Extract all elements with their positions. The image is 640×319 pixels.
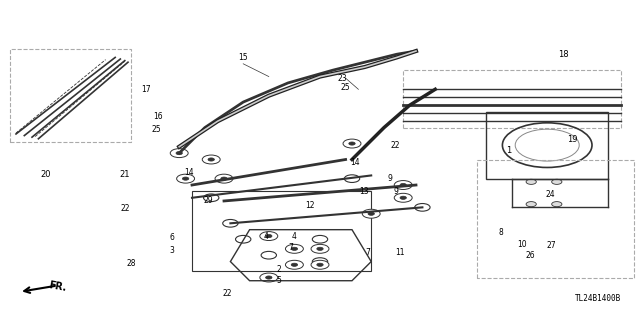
Text: 9: 9 [393,187,398,196]
Circle shape [182,177,189,180]
Circle shape [260,232,278,241]
Text: 21: 21 [120,170,130,179]
Text: 2: 2 [276,265,281,274]
Text: 24: 24 [545,190,556,199]
Circle shape [202,155,220,164]
Circle shape [170,149,188,158]
Text: 10: 10 [516,240,527,249]
Circle shape [177,174,195,183]
Circle shape [317,263,323,266]
Text: 8: 8 [498,228,503,237]
Circle shape [362,209,380,218]
Text: 4: 4 [292,232,297,241]
Text: 11: 11 [396,248,404,256]
Circle shape [394,193,412,202]
Text: 22: 22 [391,141,400,150]
Text: 14: 14 [184,168,194,177]
Circle shape [400,196,406,199]
Text: 20: 20 [41,170,51,179]
Text: 9: 9 [388,174,393,183]
Text: 25: 25 [340,83,351,92]
Circle shape [317,247,323,250]
Text: 18: 18 [558,50,568,59]
Text: 28: 28 [127,259,136,268]
Circle shape [349,142,355,145]
Text: 4: 4 [263,232,268,241]
Circle shape [260,273,278,282]
Circle shape [526,202,536,207]
Circle shape [368,212,374,215]
Text: 22: 22 [223,289,232,298]
Text: 19: 19 [568,135,578,144]
Circle shape [291,247,298,250]
Text: 7: 7 [365,248,371,256]
Text: 15: 15 [238,53,248,62]
Circle shape [394,181,412,189]
Text: 1: 1 [506,146,511,155]
Text: 26: 26 [525,251,535,260]
Text: 27: 27 [547,241,557,250]
Circle shape [311,244,329,253]
Circle shape [552,179,562,184]
Circle shape [285,244,303,253]
Circle shape [285,260,303,269]
Circle shape [552,202,562,207]
Text: 22: 22 [120,204,129,213]
Text: 14: 14 [350,158,360,167]
Text: 13: 13 [358,187,369,196]
Circle shape [215,174,233,183]
Text: TL24B1400B: TL24B1400B [575,294,621,303]
Circle shape [221,177,227,180]
Circle shape [526,179,536,184]
Circle shape [311,260,329,269]
Circle shape [208,158,214,161]
Text: 29: 29 [203,197,213,205]
Text: 3: 3 [169,246,174,255]
Circle shape [343,139,361,148]
Text: 25: 25 [152,125,162,134]
Circle shape [266,276,272,279]
Text: 16: 16 [153,112,163,121]
Circle shape [291,263,298,266]
Circle shape [266,234,272,238]
Text: 7: 7 [289,243,294,252]
Text: FR.: FR. [48,281,67,293]
Text: 5: 5 [276,276,281,285]
Text: 17: 17 [141,85,151,94]
Text: 6: 6 [169,233,174,242]
Text: 12: 12 [306,201,315,210]
Circle shape [400,183,406,187]
Circle shape [176,152,182,155]
Text: 23: 23 [337,74,348,83]
